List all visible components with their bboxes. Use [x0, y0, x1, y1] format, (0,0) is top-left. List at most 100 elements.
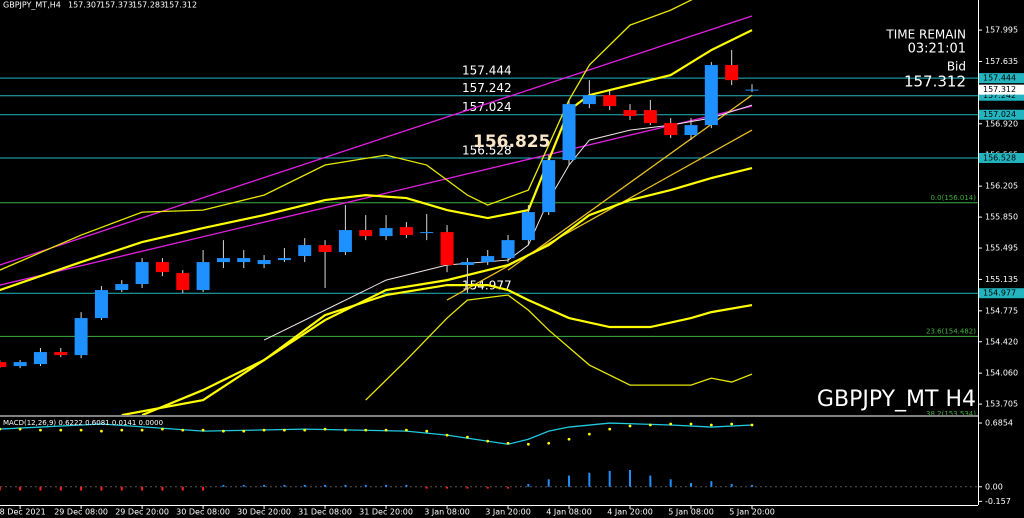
- macd-signal-dot: [181, 428, 185, 432]
- candle-body: [582, 95, 596, 105]
- macd-histogram-bar: [161, 486, 164, 491]
- macd-signal-dot: [323, 427, 327, 431]
- level-price-box: [979, 73, 1024, 84]
- x-tick-label: 3 Jan 20:00: [485, 508, 531, 517]
- x-tick-label: 31 Dec 08:00: [298, 508, 352, 517]
- macd-signal-dot: [486, 439, 490, 443]
- x-tick-label: 4 Jan 20:00: [607, 508, 653, 517]
- x-tick-label: 31 Dec 20:00: [359, 508, 413, 517]
- candle-body: [460, 262, 474, 266]
- macd-signal-dot: [222, 429, 225, 433]
- candle-body: [399, 227, 413, 236]
- candle-body: [338, 230, 352, 253]
- level-price-label: 156.528: [983, 153, 1016, 162]
- candle-body: [176, 273, 190, 291]
- candle-body: [135, 262, 149, 285]
- level-price-label: 157.444: [983, 74, 1016, 83]
- time-remain: 03:21:01: [908, 42, 966, 57]
- macd-histogram-bar: [80, 486, 83, 491]
- macd-signal-dot: [445, 433, 449, 437]
- x-tick-label: 28 Dec 2021: [0, 508, 46, 517]
- fib-label: 23.6(154.482): [926, 327, 976, 335]
- macd-signal-dot: [242, 429, 246, 433]
- macd-signal-dot: [750, 423, 754, 427]
- macd-panel: [0, 422, 978, 491]
- level-price-box: [979, 152, 1024, 163]
- level-price-label: 157.024: [983, 110, 1016, 119]
- macd-signal-dot: [669, 422, 673, 426]
- level-label: 156.528: [462, 143, 512, 157]
- fib-label: 0.0(156.014): [930, 194, 976, 202]
- macd-signal-dot: [39, 428, 42, 432]
- y-tick-label: 155.135: [985, 275, 1018, 284]
- candle-body: [704, 65, 718, 126]
- candle-body: [0, 362, 7, 368]
- macd-signal-dot: [506, 441, 510, 445]
- candle-body: [562, 104, 576, 161]
- macd-histogram-bar: [710, 481, 713, 487]
- candle-body: [196, 262, 210, 291]
- y-tick-label: 154.420: [985, 337, 1018, 346]
- macd-signal-dot: [161, 427, 164, 431]
- candle-body: [237, 258, 251, 263]
- macd-histogram-bar: [588, 472, 591, 487]
- x-tick-label: 30 Dec 20:00: [237, 508, 291, 517]
- bid-price-box: [979, 84, 1024, 95]
- y-tick-label: 155.850: [985, 213, 1018, 222]
- candle-body: [420, 232, 434, 234]
- macd-signal-dot: [364, 428, 368, 432]
- header-open: 157.307: [68, 1, 101, 10]
- macd-histogram-bar: [669, 479, 672, 487]
- macd-histogram-bar: [629, 470, 632, 487]
- macd-histogram-bar: [405, 484, 408, 487]
- candle-body: [481, 256, 495, 263]
- macd-histogram-bar: [568, 475, 571, 487]
- macd-histogram-bar: [425, 486, 428, 489]
- macd-y-tick-label: -0.157: [985, 497, 1011, 506]
- macd-signal-dot: [567, 437, 571, 441]
- macd-histogram-bar: [507, 486, 510, 489]
- macd-histogram-bar: [303, 484, 306, 487]
- candle-body: [542, 160, 556, 213]
- macd-histogram-bar: [283, 484, 286, 487]
- annotation: 156.825: [473, 132, 550, 152]
- macd-signal-dot: [59, 428, 63, 432]
- candle-body: [359, 230, 373, 237]
- macd-signal-dot: [587, 432, 591, 436]
- macd-signal-dot: [262, 428, 266, 432]
- macd-histogram-bar: [242, 484, 245, 487]
- macd-histogram-bar: [608, 470, 611, 487]
- indicator-line: [0, 29, 753, 292]
- macd-signal-dot: [100, 429, 103, 433]
- macd-histogram-bar: [730, 483, 733, 487]
- indicator-line: [121, 283, 753, 415]
- macd-histogram-bar: [59, 486, 62, 491]
- x-tick-label: 29 Dec 08:00: [54, 508, 108, 517]
- macd-histogram-bar: [385, 484, 388, 487]
- macd-signal-dot: [201, 428, 205, 432]
- candle-body: [745, 89, 759, 91]
- bid-label: Bid: [947, 60, 966, 74]
- macd-histogram-bar: [466, 486, 469, 489]
- macd-histogram-bar: [446, 486, 449, 489]
- x-tick-label: 5 Jan 20:00: [729, 508, 775, 517]
- y-tick-label: 154.060: [985, 369, 1018, 378]
- y-tick-label: 157.995: [985, 26, 1018, 35]
- macd-signal-dot: [465, 435, 469, 439]
- main-panel: 0.0(156.014) 23.6(154.482) 38.2(153.534) 15…: [0, 0, 978, 415]
- macd-signal-dot: [303, 428, 307, 432]
- time-remain-label: TIME REMAIN: [885, 28, 966, 42]
- candle-body: [684, 125, 698, 136]
- x-tick-label: 5 Jan 08:00: [668, 508, 714, 517]
- macd-histogram-bar: [19, 486, 22, 491]
- macd-histogram-bar: [120, 486, 123, 491]
- macd-signal-dot: [120, 428, 124, 432]
- macd-signal-dot: [79, 428, 83, 432]
- macd-histogram-bar: [202, 486, 205, 491]
- macd-signal-dot: [648, 423, 652, 427]
- header-low: 157.283: [132, 1, 165, 10]
- macd-histogram-bar: [690, 483, 693, 487]
- macd-signal-dot: [0, 427, 2, 431]
- macd-histogram-bar: [100, 486, 103, 491]
